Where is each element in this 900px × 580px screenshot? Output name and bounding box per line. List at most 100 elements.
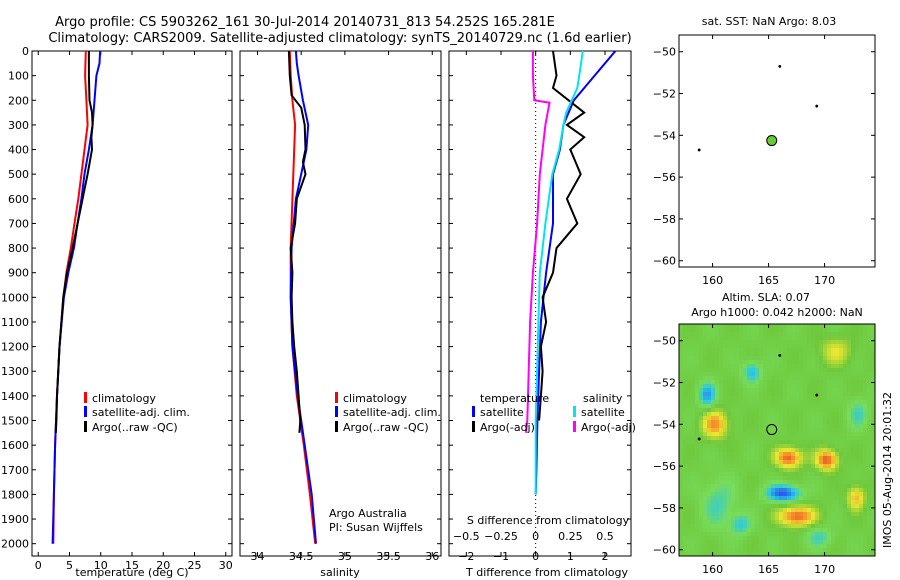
sla-cell: [843, 480, 848, 485]
sla-cell: [795, 544, 800, 549]
sla-cell: [703, 328, 708, 333]
sla-cell: [723, 368, 728, 373]
sla-cell: [679, 484, 684, 489]
sla-cell: [843, 464, 848, 469]
sla-cell: [843, 364, 848, 369]
sla-cell: [719, 512, 724, 517]
sla-cell: [707, 520, 712, 525]
sla-cell: [803, 368, 808, 373]
sla-cell: [843, 356, 848, 361]
sla-cell: [783, 340, 788, 345]
sla-cell: [755, 484, 760, 489]
sla-cell: [791, 496, 796, 501]
sla-cell: [831, 336, 836, 341]
sla-cell: [751, 352, 756, 357]
sla-cell: [843, 460, 848, 465]
sla-cell: [767, 344, 772, 349]
sla-cell: [803, 480, 808, 485]
sla-cell: [815, 532, 820, 537]
sla-cell: [811, 324, 816, 329]
sla-cell: [831, 552, 836, 557]
sla-cell: [867, 396, 872, 401]
sla-cell: [771, 436, 776, 441]
sla-cell: [847, 472, 852, 477]
sla-cell: [799, 448, 804, 453]
map-y-tick-label: −54: [653, 418, 676, 431]
sla-cell: [787, 328, 792, 333]
sla-cell: [751, 540, 756, 545]
sla-cell: [791, 328, 796, 333]
sla-cell: [711, 400, 716, 405]
sla-cell: [699, 552, 704, 557]
sla-cell: [751, 396, 756, 401]
sla-cell: [731, 500, 736, 505]
sla-cell: [775, 492, 780, 497]
sla-cell: [819, 492, 824, 497]
sla-cell: [823, 440, 828, 445]
sla-cell: [735, 496, 740, 501]
sla-cell: [851, 416, 856, 421]
sla-cell: [759, 416, 764, 421]
sla-cell: [795, 388, 800, 393]
sla-cell: [871, 372, 876, 377]
sla-cell: [815, 484, 820, 489]
sla-cell: [859, 520, 864, 525]
sla-cell: [871, 424, 876, 429]
sla-cell: [759, 428, 764, 433]
sla-cell: [823, 404, 828, 409]
legend-climatology-swatch: [84, 392, 87, 403]
sla-cell: [711, 436, 716, 441]
sla-cell: [727, 408, 732, 413]
sla-cell: [711, 452, 716, 457]
sla-cell: [779, 452, 784, 457]
sla-cell: [731, 436, 736, 441]
sla-cell: [771, 440, 776, 445]
sla-cell: [787, 448, 792, 453]
sla-cell: [755, 424, 760, 429]
sla-cell: [835, 516, 840, 521]
sla-cell: [715, 548, 720, 553]
sla-cell: [819, 488, 824, 493]
sla-cell: [815, 476, 820, 481]
sla-cell: [735, 340, 740, 345]
sla-cell: [799, 356, 804, 361]
sla-cell: [711, 396, 716, 401]
sla-cell: [823, 520, 828, 525]
sla-cell: [731, 440, 736, 445]
sla-cell: [847, 540, 852, 545]
sla-cell: [707, 540, 712, 545]
sla-cell: [847, 364, 852, 369]
sla-cell: [683, 476, 688, 481]
sla-cell: [711, 484, 716, 489]
sla-cell: [835, 336, 840, 341]
sla-cell: [871, 340, 876, 345]
sla-cell: [727, 336, 732, 341]
sla-cell: [763, 524, 768, 529]
sla-cell: [803, 428, 808, 433]
sla-cell: [871, 520, 876, 525]
sla-cell: [867, 504, 872, 509]
sla-cell: [851, 532, 856, 537]
sla-cell: [771, 344, 776, 349]
sla-cell: [839, 452, 844, 457]
sla-cell: [839, 484, 844, 489]
sla-cell: [687, 448, 692, 453]
sla-cell: [731, 360, 736, 365]
sla-cell: [851, 424, 856, 429]
sla-cell: [759, 380, 764, 385]
sla-cell: [795, 328, 800, 333]
sla-cell: [867, 332, 872, 337]
sla-cell: [755, 440, 760, 445]
sla-cell: [751, 548, 756, 553]
sla-cell: [855, 500, 860, 505]
sla-cell: [847, 524, 852, 529]
sla-cell: [691, 400, 696, 405]
sla-cell: [747, 548, 752, 553]
sla-cell: [727, 544, 732, 549]
sla-cell: [739, 500, 744, 505]
sla-cell: [787, 536, 792, 541]
sla-cell: [827, 480, 832, 485]
sla-cell: [711, 512, 716, 517]
sla-cell: [847, 460, 852, 465]
sla-cell: [795, 460, 800, 465]
